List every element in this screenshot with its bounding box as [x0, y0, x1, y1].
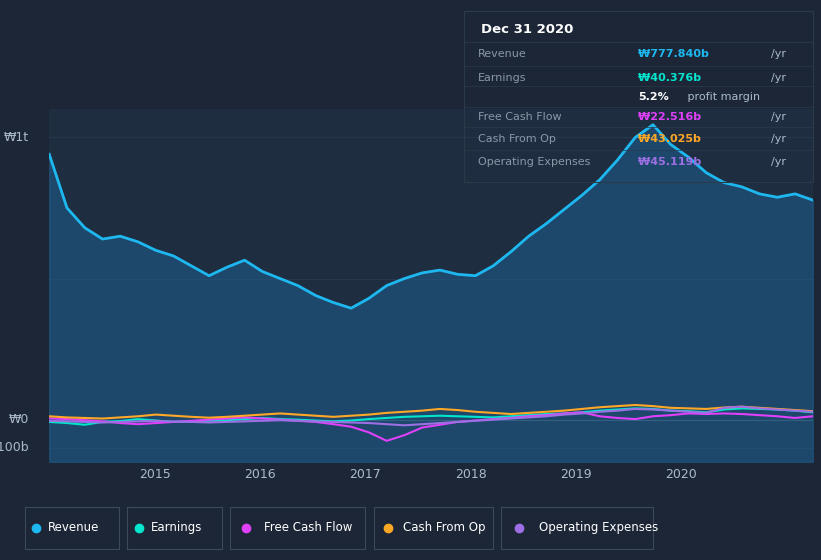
Text: Cash From Op: Cash From Op — [478, 134, 556, 144]
Text: ₩0: ₩0 — [8, 413, 29, 426]
Text: Free Cash Flow: Free Cash Flow — [264, 521, 352, 534]
Text: ₩1t: ₩1t — [3, 131, 29, 144]
Text: /yr: /yr — [771, 49, 786, 59]
Text: /yr: /yr — [771, 156, 786, 166]
Text: ₩40.376b: ₩40.376b — [639, 73, 705, 83]
Text: ₩22.516b: ₩22.516b — [639, 112, 705, 122]
Text: ₩45.119b: ₩45.119b — [639, 156, 705, 166]
Text: ₩777.840b: ₩777.840b — [639, 49, 713, 59]
Text: Revenue: Revenue — [478, 49, 526, 59]
Text: profit margin: profit margin — [684, 92, 759, 101]
Text: Dec 31 2020: Dec 31 2020 — [481, 23, 574, 36]
Text: /yr: /yr — [771, 73, 786, 83]
Text: Earnings: Earnings — [151, 521, 202, 534]
Text: /yr: /yr — [771, 112, 786, 122]
Text: 5.2%: 5.2% — [639, 92, 669, 101]
Text: Cash From Op: Cash From Op — [403, 521, 486, 534]
Text: -₩100b: -₩100b — [0, 441, 29, 454]
Text: ₩43.025b: ₩43.025b — [639, 134, 705, 144]
Text: Operating Expenses: Operating Expenses — [478, 156, 590, 166]
Text: Operating Expenses: Operating Expenses — [539, 521, 658, 534]
Text: Earnings: Earnings — [478, 73, 526, 83]
Text: Revenue: Revenue — [48, 521, 99, 534]
Text: Free Cash Flow: Free Cash Flow — [478, 112, 562, 122]
Text: /yr: /yr — [771, 134, 786, 144]
